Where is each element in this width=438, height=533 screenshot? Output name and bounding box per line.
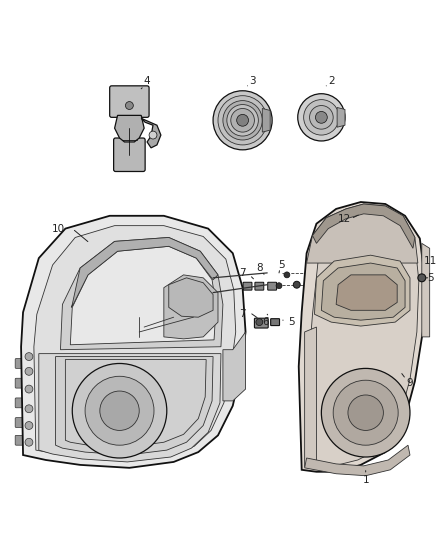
Circle shape <box>293 281 300 288</box>
Polygon shape <box>60 238 223 350</box>
Circle shape <box>223 101 262 140</box>
Circle shape <box>25 367 33 375</box>
Text: 11: 11 <box>424 256 437 266</box>
Text: 5: 5 <box>289 317 295 327</box>
Circle shape <box>100 391 139 431</box>
Text: 7: 7 <box>239 309 246 319</box>
Polygon shape <box>56 357 213 455</box>
Polygon shape <box>422 244 430 337</box>
Circle shape <box>284 272 290 278</box>
Circle shape <box>276 282 282 289</box>
Circle shape <box>418 274 426 282</box>
Circle shape <box>310 106 333 129</box>
Polygon shape <box>321 263 405 320</box>
Circle shape <box>227 104 258 136</box>
Circle shape <box>218 96 267 145</box>
FancyBboxPatch shape <box>243 282 252 290</box>
Polygon shape <box>39 353 221 462</box>
Text: 5: 5 <box>279 260 285 270</box>
FancyBboxPatch shape <box>15 418 27 427</box>
Circle shape <box>256 319 263 326</box>
Polygon shape <box>305 327 316 467</box>
Circle shape <box>85 376 154 445</box>
Text: 10: 10 <box>52 224 65 233</box>
Text: 9: 9 <box>406 378 413 388</box>
Polygon shape <box>169 278 213 317</box>
Circle shape <box>348 395 383 431</box>
Polygon shape <box>21 216 246 468</box>
Text: 7: 7 <box>239 268 246 278</box>
Text: 2: 2 <box>328 76 335 86</box>
FancyBboxPatch shape <box>110 86 149 117</box>
Circle shape <box>25 353 33 360</box>
Circle shape <box>231 109 254 132</box>
Circle shape <box>213 91 272 150</box>
Polygon shape <box>115 115 144 142</box>
Polygon shape <box>312 204 415 248</box>
Circle shape <box>304 100 339 135</box>
Text: 8: 8 <box>256 263 263 273</box>
Circle shape <box>25 438 33 446</box>
Polygon shape <box>314 255 410 326</box>
Circle shape <box>298 94 345 141</box>
FancyBboxPatch shape <box>271 319 279 326</box>
Polygon shape <box>308 208 419 466</box>
Circle shape <box>333 380 398 445</box>
Polygon shape <box>262 109 270 132</box>
FancyBboxPatch shape <box>15 359 27 368</box>
Circle shape <box>125 102 133 109</box>
Text: 5: 5 <box>427 273 434 283</box>
FancyBboxPatch shape <box>15 398 27 408</box>
Polygon shape <box>305 445 410 476</box>
Circle shape <box>237 115 248 126</box>
Polygon shape <box>71 238 218 308</box>
Polygon shape <box>299 202 425 472</box>
Polygon shape <box>223 332 246 401</box>
FancyBboxPatch shape <box>255 282 264 290</box>
Polygon shape <box>337 108 345 127</box>
Circle shape <box>25 405 33 413</box>
Text: 1: 1 <box>362 475 369 484</box>
Polygon shape <box>71 246 216 345</box>
Text: 3: 3 <box>249 76 256 86</box>
Circle shape <box>25 422 33 430</box>
Text: 4: 4 <box>144 76 150 86</box>
Text: 6: 6 <box>262 317 268 327</box>
Circle shape <box>321 368 410 457</box>
Polygon shape <box>34 225 236 460</box>
FancyBboxPatch shape <box>254 318 268 328</box>
Circle shape <box>315 111 327 123</box>
Polygon shape <box>307 204 418 263</box>
FancyBboxPatch shape <box>15 378 27 388</box>
Polygon shape <box>141 118 161 148</box>
Circle shape <box>72 364 167 458</box>
FancyBboxPatch shape <box>113 138 145 172</box>
FancyBboxPatch shape <box>15 435 27 445</box>
Circle shape <box>149 131 157 139</box>
Polygon shape <box>336 275 397 310</box>
FancyBboxPatch shape <box>268 282 276 290</box>
Text: 12: 12 <box>337 214 351 224</box>
Circle shape <box>25 385 33 393</box>
Polygon shape <box>164 275 218 339</box>
